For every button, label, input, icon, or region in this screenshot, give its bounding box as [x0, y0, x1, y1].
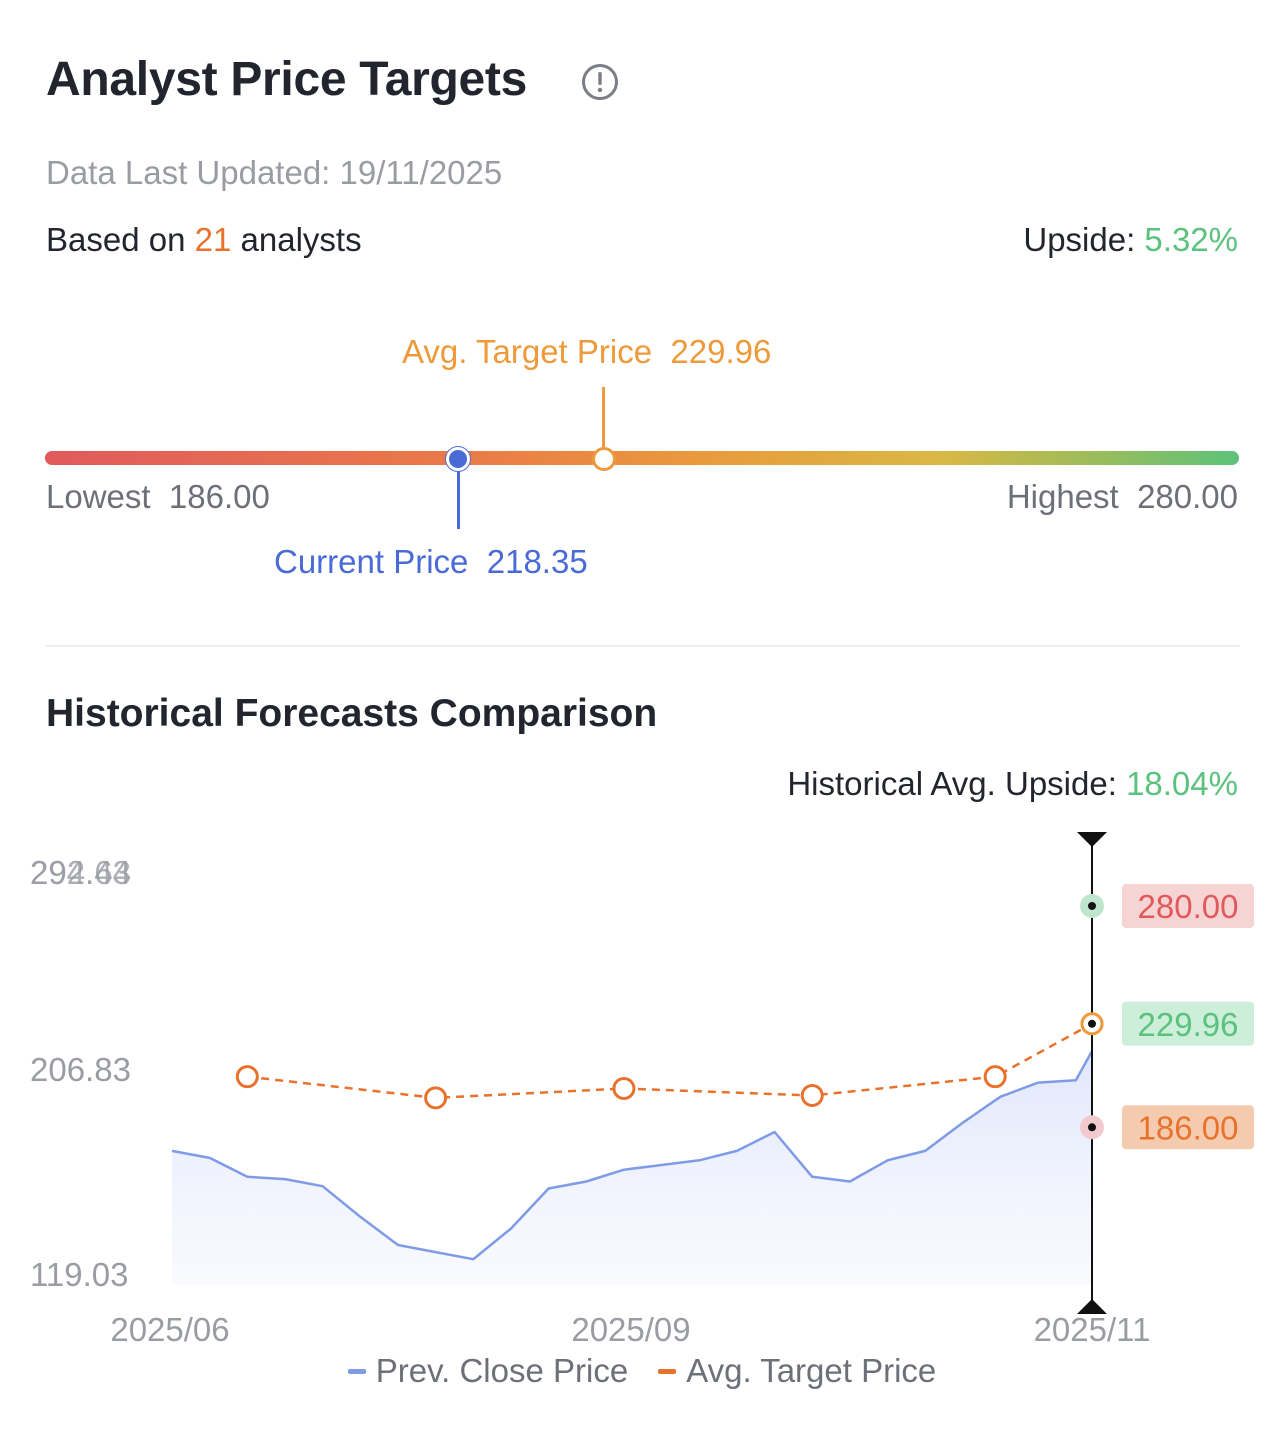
info-circle-icon[interactable]	[580, 62, 620, 102]
tooltip-tags: 280.00 229.96 186.00	[1080, 883, 1254, 1150]
tooltip-dot-center	[1088, 1019, 1096, 1028]
based-prefix: Based on	[46, 221, 186, 258]
crosshair-bottom-arrow-icon	[1077, 1299, 1107, 1314]
tooltip-tag-label: 229.96	[1138, 1006, 1239, 1043]
avg-target-stem	[602, 387, 606, 447]
price-area-fill	[172, 1051, 1092, 1285]
current-price-value: 218.35	[486, 543, 588, 580]
legend-swatch-price	[347, 1368, 366, 1374]
crosshair-top-arrow-icon	[1077, 832, 1107, 847]
legend-label-price: Prev. Close Price	[375, 1352, 629, 1389]
crosshair[interactable]	[1077, 832, 1107, 1314]
legend-label-target: Avg. Target Price	[686, 1352, 937, 1389]
avg-target-value: 229.96	[670, 333, 772, 370]
tooltip-tag-label: 186.00	[1138, 1109, 1239, 1146]
highest-value: 280.00	[1137, 478, 1238, 515]
target-point	[983, 1065, 1007, 1089]
tooltip-dot-center	[1088, 901, 1096, 910]
avg-target-label: Avg. Target Price 229.96	[402, 333, 771, 371]
analyst-count-value: 21	[194, 221, 232, 258]
lowest-target: Lowest 186.00	[46, 478, 270, 516]
target-points	[235, 1012, 1104, 1110]
legend-item-price[interactable]: Prev. Close Price	[347, 1352, 629, 1390]
y-tick-label: 292.64	[30, 854, 131, 891]
upside: Upside: 5.32%	[1023, 221, 1238, 259]
page-title: Analyst Price Targets	[46, 53, 528, 106]
target-point	[235, 1065, 259, 1089]
historical-upside-label: Historical Avg. Upside:	[787, 765, 1117, 802]
analyst-count: Based on 21 analysts	[46, 221, 362, 259]
current-price-text: Current Price	[274, 543, 469, 580]
current-price-marker	[446, 447, 471, 471]
target-point	[612, 1076, 636, 1100]
avg-target-marker	[591, 447, 616, 471]
tooltip-tag-bg	[1122, 1001, 1254, 1046]
y-tick-label: 119.03	[30, 1256, 128, 1293]
data-updated: Data Last Updated: 19/11/2025	[46, 154, 502, 192]
chart-legend: Prev. Close Price Avg. Target Price	[0, 1352, 1284, 1390]
historical-title: Historical Forecasts Comparison	[46, 692, 658, 735]
x-tick-label: 2025/09	[571, 1311, 690, 1348]
current-price-label: Current Price 218.35	[274, 543, 588, 581]
current-price-stem	[456, 464, 460, 529]
target-point	[424, 1086, 448, 1110]
legend-item-target[interactable]: Avg. Target Price	[658, 1352, 936, 1390]
historical-upside: Historical Avg. Upside: 18.04%	[787, 765, 1238, 803]
avg-target-text: Avg. Target Price	[402, 333, 653, 370]
tooltip-tag-bg	[1122, 883, 1254, 928]
upside-value: 5.32%	[1144, 221, 1238, 258]
lowest-value: 186.00	[168, 478, 270, 515]
x-tick-label: 2025/06	[110, 1311, 229, 1348]
legend-swatch-target	[658, 1368, 677, 1374]
x-tick-label: 2025/11	[1034, 1311, 1151, 1348]
y-tick-label: 206.83	[30, 1051, 131, 1088]
based-suffix: analysts	[240, 221, 362, 258]
tooltip-tag-bg	[1122, 1105, 1254, 1150]
target-point	[800, 1084, 824, 1108]
price-range-bar	[45, 451, 1239, 465]
upside-label: Upside:	[1023, 221, 1136, 258]
tooltip-tag-label: 280.00	[1138, 888, 1239, 925]
updated-label: Data Last Updated:	[46, 154, 331, 191]
tooltip-dot-center	[1088, 1123, 1096, 1132]
highest-target: Highest 280.00	[1007, 478, 1238, 516]
section-divider	[46, 645, 1240, 647]
highest-text: Highest	[1006, 478, 1119, 515]
x-axis: 2025/06 2025/09 2025/11	[110, 1311, 1150, 1348]
historical-upside-value: 18.04%	[1126, 765, 1238, 802]
updated-value: 19/11/2025	[339, 154, 503, 191]
lowest-text: Lowest	[46, 478, 151, 515]
y-tick-label: 294.43	[30, 854, 131, 891]
price-series-line	[171, 1050, 1094, 1261]
target-series-line	[247, 1022, 1093, 1100]
